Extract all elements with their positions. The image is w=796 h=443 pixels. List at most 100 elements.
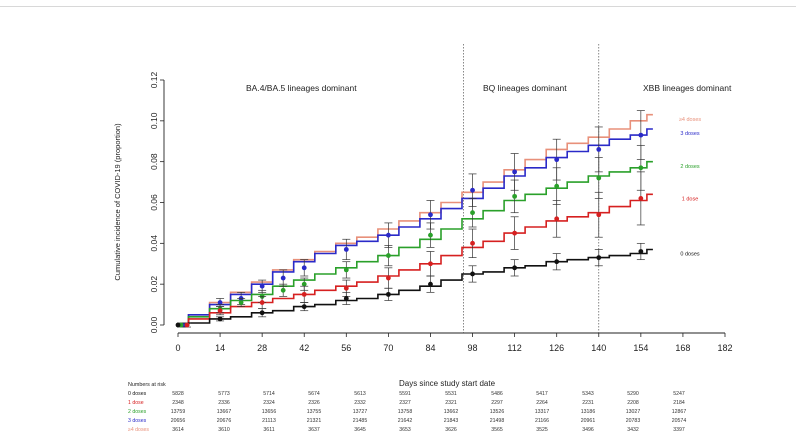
axes: 0.00 0.02 0.04 0.06 0.08 0.10 0.12 0 14 28 42 56 70 8… — [149, 71, 733, 353]
data-point — [512, 230, 518, 236]
curve-1-dose — [178, 193, 653, 326]
data-point — [512, 193, 518, 199]
data-point — [259, 283, 265, 289]
data-point — [301, 265, 307, 271]
risk-cell: 20783 — [626, 418, 641, 424]
data-point — [259, 310, 265, 316]
risk-cell: 3645 — [354, 427, 366, 433]
x-tick-label: 84 — [425, 343, 435, 353]
risk-cell: 2336 — [218, 400, 230, 406]
period-label-xbb: XBB lineages dominant — [643, 83, 732, 93]
x-tick-label: 126 — [549, 343, 564, 353]
data-point — [343, 285, 349, 291]
x-tick-label: 28 — [257, 343, 267, 353]
x-tick-label: 70 — [383, 343, 393, 353]
curve-2-doses — [178, 160, 653, 326]
risk-cell: 13526 — [490, 409, 505, 415]
risk-cell: 13662 — [444, 409, 459, 415]
data-point — [238, 300, 244, 305]
risk-cell: 2208 — [627, 400, 639, 406]
period-labels: BA.4/BA.5 lineages dominant BQ lineages … — [246, 83, 732, 93]
data-point — [512, 265, 518, 271]
risk-cell: 20574 — [672, 418, 687, 424]
data-point — [301, 291, 307, 297]
risk-cell: 21642 — [398, 418, 413, 424]
x-tick-label: 98 — [468, 343, 478, 353]
risk-cell: 13656 — [262, 409, 277, 415]
curve-0-doses — [178, 248, 653, 326]
risk-cell: 3637 — [308, 427, 320, 433]
risk-cell: 5486 — [491, 391, 503, 397]
data-point — [280, 275, 286, 281]
data-point — [385, 275, 391, 281]
risk-cell: 21113 — [262, 418, 276, 424]
risk-cell: 5613 — [354, 391, 366, 397]
x-tick-label: 42 — [299, 343, 309, 353]
risk-row-name: 3 doses — [128, 418, 147, 424]
data-point — [301, 281, 307, 287]
risk-cell: 5531 — [445, 391, 457, 397]
risk-cell: 5247 — [673, 391, 685, 397]
risk-cell: 20676 — [217, 418, 232, 424]
data-point — [428, 212, 433, 218]
risk-row-name: ≥4 doses — [128, 427, 149, 433]
x-tick-label: 154 — [633, 343, 648, 353]
series-label: 2 doses — [680, 164, 700, 170]
risk-cell: 2324 — [263, 400, 275, 406]
data-point — [596, 175, 602, 181]
risk-cell: 2231 — [582, 400, 594, 406]
series-label: ≥4 doses — [679, 117, 702, 123]
data-point — [638, 165, 644, 171]
risk-cell: 3432 — [627, 427, 639, 433]
risk-row-name: 0 doses — [128, 391, 147, 397]
data-point — [428, 261, 433, 267]
data-point — [385, 232, 391, 238]
y-tick-label: 0.00 — [149, 316, 159, 333]
top-divider — [0, 6, 796, 7]
data-point — [343, 247, 349, 252]
data-point — [554, 157, 560, 163]
data-point — [280, 287, 286, 293]
x-tick-label: 112 — [507, 343, 521, 353]
data-point — [301, 304, 307, 310]
risk-cell: 3565 — [491, 427, 503, 433]
series-curves — [178, 113, 653, 326]
risk-cell: 2332 — [354, 400, 366, 406]
data-point — [554, 259, 560, 265]
data-point — [470, 210, 475, 216]
y-tick-label: 0.04 — [149, 235, 159, 252]
series-label: 0 doses — [680, 252, 700, 258]
risk-cell: 13667 — [217, 409, 232, 415]
x-tick-label: 14 — [215, 343, 225, 353]
risk-cell: 2327 — [399, 400, 411, 406]
x-tick-label: 0 — [175, 343, 180, 353]
risk-row-name: 1 dose — [128, 400, 144, 406]
data-point — [512, 169, 518, 175]
data-point — [343, 296, 349, 301]
data-point — [638, 132, 644, 138]
y-tick-label: 0.10 — [149, 112, 159, 129]
data-point — [638, 249, 644, 254]
series-label: 1 dose — [682, 196, 699, 202]
risk-cell: 5591 — [399, 391, 411, 397]
risk-cell: 5417 — [536, 391, 548, 397]
y-tick-label: 0.02 — [149, 276, 159, 293]
risk-cell: 3626 — [445, 427, 457, 433]
data-point — [428, 281, 433, 287]
risk-cell: 3610 — [218, 427, 230, 433]
period-label-ba45: BA.4/BA.5 lineages dominant — [246, 83, 357, 93]
y-tick-label: 0.06 — [149, 194, 159, 211]
x-tick-label: 182 — [717, 343, 732, 353]
risk-cell: 13755 — [307, 409, 322, 415]
risk-table-title: Numbers at risk — [128, 382, 166, 388]
series-labels: ≥4 doses 3 doses 2 doses 1 dose 0 doses — [679, 117, 702, 258]
series-label: 3 doses — [680, 131, 700, 137]
data-point — [217, 316, 223, 322]
data-point — [470, 240, 475, 246]
risk-cell: 13317 — [535, 409, 550, 415]
risk-cell: 13186 — [581, 409, 596, 415]
risk-cell: 13758 — [398, 409, 413, 415]
risk-cell: 5290 — [627, 391, 639, 397]
risk-row-name: 2 doses — [128, 409, 147, 415]
